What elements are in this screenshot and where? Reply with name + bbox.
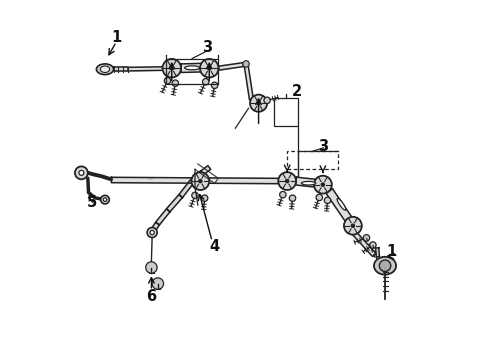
Polygon shape	[122, 67, 163, 71]
Polygon shape	[295, 177, 322, 188]
Circle shape	[163, 59, 181, 77]
Circle shape	[324, 197, 331, 203]
Circle shape	[172, 80, 178, 86]
Circle shape	[250, 95, 267, 112]
Circle shape	[150, 230, 154, 235]
Polygon shape	[346, 224, 376, 257]
Polygon shape	[326, 189, 352, 221]
Circle shape	[146, 262, 157, 273]
Polygon shape	[181, 63, 208, 72]
Text: 1: 1	[111, 30, 122, 45]
Polygon shape	[244, 64, 253, 100]
Polygon shape	[111, 177, 288, 184]
Text: 2: 2	[292, 84, 302, 99]
Circle shape	[192, 172, 209, 190]
Circle shape	[103, 198, 107, 202]
Text: 4: 4	[210, 239, 220, 253]
Circle shape	[264, 97, 270, 104]
Circle shape	[363, 235, 369, 241]
Bar	[273, 98, 298, 126]
Polygon shape	[150, 222, 159, 233]
Ellipse shape	[97, 64, 114, 75]
Ellipse shape	[301, 181, 316, 185]
Circle shape	[208, 67, 211, 70]
Circle shape	[289, 195, 296, 202]
Text: 3: 3	[318, 139, 329, 154]
Circle shape	[278, 172, 296, 190]
Ellipse shape	[100, 66, 110, 72]
Polygon shape	[375, 248, 379, 257]
Circle shape	[369, 242, 376, 248]
Circle shape	[75, 166, 88, 179]
Polygon shape	[201, 166, 211, 175]
Circle shape	[147, 228, 157, 238]
Text: 6: 6	[147, 289, 156, 303]
Circle shape	[201, 195, 208, 202]
Ellipse shape	[185, 66, 199, 70]
Circle shape	[202, 78, 209, 85]
Circle shape	[351, 224, 354, 227]
Circle shape	[243, 61, 249, 67]
Polygon shape	[218, 63, 244, 70]
Bar	[166, 59, 218, 84]
Circle shape	[280, 192, 286, 198]
Polygon shape	[114, 67, 128, 71]
Circle shape	[79, 170, 84, 175]
Circle shape	[211, 82, 218, 89]
Polygon shape	[167, 194, 182, 212]
Circle shape	[164, 77, 171, 84]
Ellipse shape	[337, 198, 346, 210]
Text: 3: 3	[202, 40, 213, 55]
Circle shape	[199, 180, 202, 183]
Circle shape	[152, 278, 164, 289]
Circle shape	[200, 59, 219, 77]
Circle shape	[257, 102, 260, 105]
Bar	[287, 152, 338, 169]
Polygon shape	[179, 179, 195, 198]
Circle shape	[344, 217, 362, 235]
Circle shape	[316, 194, 322, 201]
Ellipse shape	[374, 257, 396, 275]
Circle shape	[170, 67, 173, 70]
Text: 1: 1	[386, 244, 396, 259]
Polygon shape	[156, 209, 170, 225]
Circle shape	[314, 176, 332, 194]
Circle shape	[379, 260, 391, 271]
Circle shape	[192, 192, 198, 199]
Text: 5: 5	[87, 195, 97, 210]
Polygon shape	[192, 171, 203, 182]
Circle shape	[321, 183, 324, 186]
Circle shape	[286, 180, 289, 183]
Circle shape	[100, 195, 109, 204]
